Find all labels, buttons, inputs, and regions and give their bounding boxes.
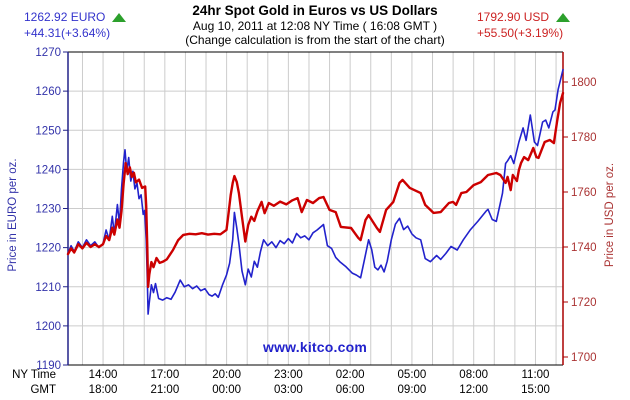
usd-change: +55.50(+3.19%) bbox=[477, 26, 564, 40]
euro-change: +44.31(+3.64%) bbox=[24, 26, 111, 40]
left-axis: 1270 1260 1250 1240 1230 1220 1210 1200 1190 bbox=[35, 47, 68, 372]
ny-time-label: 23:00 bbox=[274, 369, 303, 381]
left-axis-tick-label: 1230 bbox=[35, 204, 61, 216]
euro-quote-block: 1262.92 EURO +44.31(+3.64%) bbox=[24, 9, 127, 41]
left-axis-tick-label: 1210 bbox=[35, 282, 61, 294]
gmt-time-label: 06:00 bbox=[336, 384, 365, 396]
euro-price: 1262.92 EURO bbox=[24, 10, 106, 24]
ny-time-label: 11:00 bbox=[522, 369, 550, 381]
left-axis-tick-label: 1270 bbox=[35, 47, 61, 59]
usd-quote-block: 1792.90 USD +55.50(+3.19%) bbox=[477, 9, 571, 41]
gmt-time-label: 03:00 bbox=[274, 384, 303, 396]
title-block: 24hr Spot Gold in Euros vs US Dollars Au… bbox=[0, 3, 630, 47]
gmt-time-label: 18:00 bbox=[89, 384, 118, 396]
right-axis: 1800 1780 1760 1740 1720 1700 bbox=[563, 77, 597, 364]
right-axis-tick-label: 1780 bbox=[571, 132, 597, 144]
gmt-time-label: 00:00 bbox=[212, 384, 241, 396]
chart-title: 24hr Spot Gold in Euros vs US Dollars bbox=[192, 3, 438, 18]
right-axis-tick-label: 1760 bbox=[571, 187, 597, 199]
ny-time-row-header: NY Time bbox=[12, 369, 56, 381]
gmt-row-header: GMT bbox=[30, 384, 56, 396]
usd-price-line bbox=[66, 91, 565, 289]
right-axis-tick-label: 1720 bbox=[571, 297, 597, 309]
ny-time-label: 20:00 bbox=[212, 369, 241, 381]
usd-price: 1792.90 USD bbox=[477, 10, 550, 24]
right-axis-tick-label: 1800 bbox=[571, 77, 597, 89]
chart-note: (Change calculation is from the start of… bbox=[185, 33, 445, 47]
gmt-time-label: 12:00 bbox=[459, 384, 488, 396]
left-axis-tick-label: 1220 bbox=[35, 243, 61, 255]
left-axis-title: Price in EURO per oz. bbox=[7, 158, 19, 271]
gmt-time-label: 21:00 bbox=[150, 384, 179, 396]
chart-datetime: Aug 10, 2011 at 12:08 NY Time ( 16:08 GM… bbox=[192, 19, 438, 33]
left-axis-tick-label: 1250 bbox=[35, 125, 61, 137]
ny-time-label: 05:00 bbox=[398, 369, 427, 381]
up-arrow-icon bbox=[112, 12, 127, 22]
gridlines bbox=[68, 52, 563, 365]
gmt-time-label: 09:00 bbox=[398, 384, 427, 396]
left-axis-tick-label: 1200 bbox=[35, 321, 61, 333]
eur-price-line bbox=[67, 68, 564, 315]
left-axis-tick-label: 1260 bbox=[35, 86, 61, 98]
ny-time-label: 17:00 bbox=[150, 369, 179, 381]
ny-time-label: 02:00 bbox=[336, 369, 365, 381]
kitco-watermark-link[interactable]: www.kitco.com bbox=[263, 339, 367, 355]
right-axis-title: Price in USD per oz. bbox=[604, 163, 616, 267]
left-axis-tick-label: 1240 bbox=[35, 164, 61, 176]
ny-time-label: 14:00 bbox=[89, 369, 118, 381]
right-axis-tick-label: 1740 bbox=[571, 242, 597, 254]
right-axis-tick-label: 1700 bbox=[571, 352, 597, 364]
up-arrow-icon bbox=[556, 12, 571, 22]
x-axis-labels: 14:00 18:00 17:00 21:00 20:00 00:00 23:00 03:00… bbox=[12, 369, 550, 396]
gmt-time-label: 15:00 bbox=[521, 384, 550, 396]
ny-time-label: 08:00 bbox=[459, 369, 488, 381]
left-axis-tick-label: 1190 bbox=[36, 360, 61, 372]
